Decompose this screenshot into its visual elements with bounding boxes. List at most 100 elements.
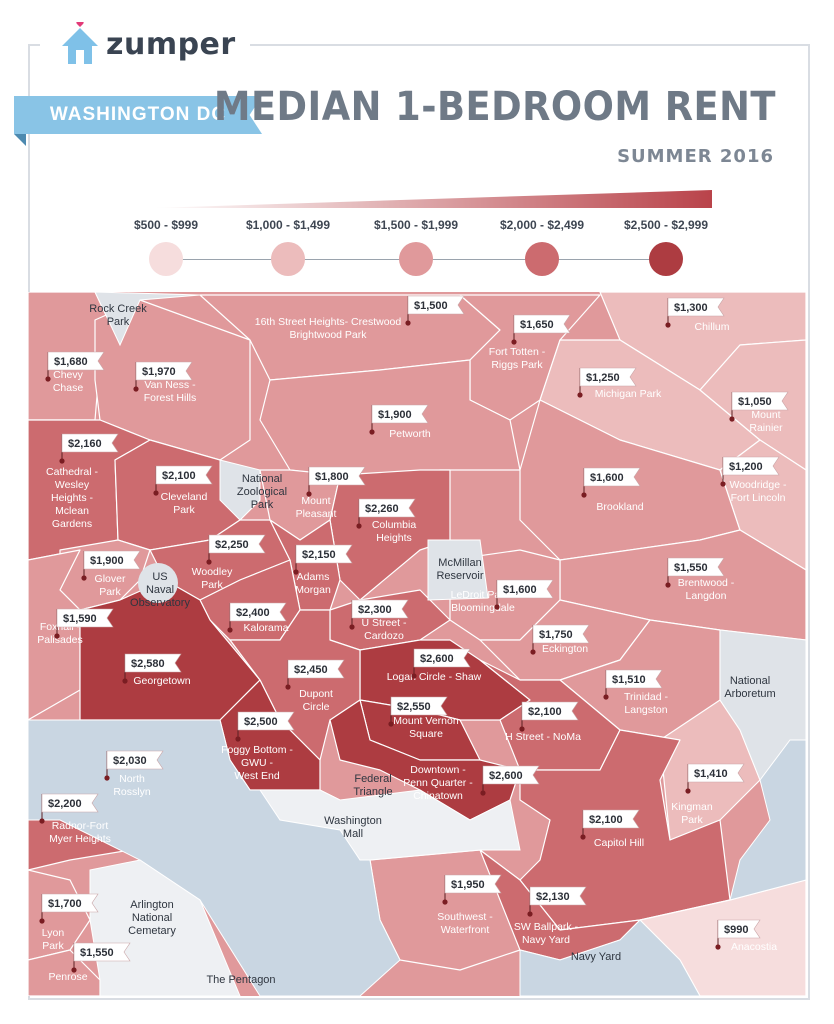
flag-banner: [496, 579, 554, 599]
price-flag-adams-morgan: $2,150: [293, 544, 353, 575]
flag-banner: [521, 701, 579, 721]
flag-dot: [104, 775, 110, 781]
landmark-national-arboretum: National Arboretum: [724, 675, 775, 700]
price-trinidad: $1,510: [612, 674, 646, 686]
label-lyon-park: Lyon Park: [42, 927, 65, 952]
flag-dot: [685, 788, 691, 794]
flag-banner: [667, 557, 725, 577]
price-flag-woodley-park: $2,250: [206, 534, 266, 565]
label-mount-pleasant: Mount Pleasant: [296, 495, 337, 520]
flag-banner: [529, 886, 587, 906]
price-flag-cathedral: $2,160: [59, 433, 119, 464]
flag-dot: [603, 694, 609, 700]
banner-fold: [14, 134, 26, 146]
label-logan-circle: Logan Circle - Shaw: [387, 671, 482, 683]
flag-dot: [665, 582, 671, 588]
flag-banner: [371, 404, 429, 424]
label-capitol-hill: Capitol Hill: [594, 837, 644, 849]
flag-banner: [513, 314, 571, 334]
price-anacostia: $990: [724, 924, 748, 936]
price-flag-glover-park: $1,900: [81, 550, 141, 581]
rent-map: Chevy Chase Van Ness -Forest Hills 16th Str…: [28, 292, 806, 996]
flag-banner: [229, 602, 287, 622]
price-flag-georgetown: $2,580: [122, 653, 182, 684]
landmark-navy-yard: Navy Yard: [571, 951, 621, 963]
price-flag-kingman-park: $1,410: [685, 763, 745, 794]
flag-banner: [582, 809, 640, 829]
flag-banner: [155, 465, 213, 485]
flag-dot: [442, 899, 448, 905]
price-flag-u-street: $2,300: [349, 599, 409, 630]
flag-dot: [665, 322, 671, 328]
legend-dot-4: [525, 242, 559, 276]
price-lyon-park: $1,700: [48, 898, 82, 910]
flag-dot: [720, 481, 726, 487]
price-flag-crestwood: $1,500: [405, 295, 465, 326]
river-potomac: [28, 719, 401, 996]
flag-dot: [411, 673, 417, 679]
label-kingman-park: Kingman Park: [671, 801, 713, 826]
label-brookland: Brookland: [596, 501, 643, 513]
flag-banner: [605, 669, 663, 689]
legend-label-2: $1,000 - $1,499: [245, 218, 331, 232]
price-flag-radnor: $2,200: [39, 793, 99, 824]
label-foggy-bottom: Foggy Bottom -GWU -West End: [221, 744, 293, 782]
flag-banner: [41, 793, 99, 813]
legend-label-5: $2,500 - $2,999: [623, 218, 709, 232]
flag-banner: [687, 763, 745, 783]
flag-dot: [59, 458, 65, 464]
legend-dot-2: [271, 242, 305, 276]
price-flag-lyon-park: $1,700: [39, 893, 99, 924]
price-mount-pleasant: $1,800: [315, 471, 349, 483]
arlington-area: [89, 859, 241, 996]
label-michigan-park: Michigan Park: [595, 388, 662, 400]
flag-banner: [61, 433, 119, 453]
landmark-naval-observatory: US Naval Observatory: [130, 571, 190, 609]
flag-banner: [731, 391, 789, 411]
landmark-pentagon: The Pentagon: [206, 974, 275, 986]
price-michigan-park: $1,250: [586, 372, 620, 384]
price-flag-van-ness: $1,970: [133, 361, 193, 392]
city-name: WASHINGTON DC: [49, 104, 227, 125]
label-north-rosslyn: North Rosslyn: [113, 773, 151, 798]
price-flag-mount-pleasant: $1,800: [306, 466, 366, 497]
landmark-national-zoo: National Zoological Park: [237, 473, 287, 511]
mall-area: [259, 789, 521, 861]
flag-banner: [83, 550, 141, 570]
landmark-arlington-cemetery: Arlington National Cemetary: [128, 899, 176, 937]
region-downtown: [329, 699, 521, 821]
price-downtown: $2,600: [489, 770, 523, 782]
label-penrose: Penrose: [48, 971, 87, 983]
price-adams-morgan: $2,150: [302, 549, 336, 561]
flag-dot: [206, 559, 212, 565]
flag-dot: [122, 678, 128, 684]
price-north-rosslyn: $2,030: [113, 755, 147, 767]
price-flag-brentwood: $1,550: [665, 557, 725, 588]
landmark-federal-triangle: Federal Triangle: [353, 773, 392, 798]
price-eckington: $1,750: [539, 629, 573, 641]
price-petworth: $1,900: [378, 409, 412, 421]
price-flag-mount-rainier: $1,050: [729, 391, 789, 422]
flag-banner: [295, 544, 353, 564]
rock-creek-park-area: [94, 292, 201, 347]
price-flag-cleveland-park: $2,100: [153, 465, 213, 496]
flag-dot: [349, 624, 355, 630]
flag-dot: [81, 575, 87, 581]
zumper-logo[interactable]: zumper: [52, 20, 244, 68]
flag-dot: [527, 911, 533, 917]
legend-dot-3: [399, 242, 433, 276]
brand-name: zumper: [106, 26, 236, 62]
label-woodley-park: Woodley Park: [192, 566, 233, 591]
price-columbia-heights: $2,260: [365, 503, 399, 515]
flag-banner: [583, 467, 641, 487]
price-chevy-chase: $1,680: [54, 356, 88, 368]
flag-dot: [580, 834, 586, 840]
price-brentwood: $1,550: [674, 562, 708, 574]
price-flag-penrose: $1,550: [71, 942, 131, 973]
price-van-ness: $1,970: [142, 366, 176, 378]
label-eckington: Eckington: [542, 643, 588, 655]
price-flag-fort-totten: $1,650: [511, 314, 571, 345]
page-subtitle: SUMMER 2016: [617, 146, 774, 167]
label-brentwood: Brentwood -Langdon: [678, 577, 735, 602]
label-radnor: Radnor-Fort Myer Heights: [49, 820, 111, 845]
